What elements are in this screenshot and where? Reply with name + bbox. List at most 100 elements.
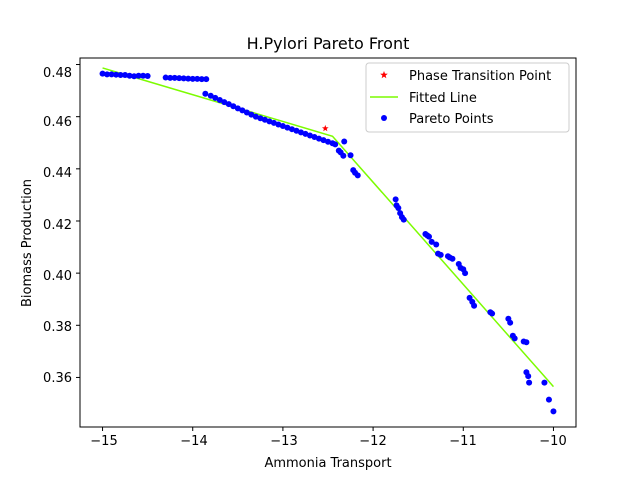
y-tick-label: 0.44 [43, 166, 72, 181]
legend-phase-star-icon [380, 71, 388, 79]
pareto-point [230, 103, 237, 110]
pareto-point [221, 99, 228, 106]
pareto-point [117, 71, 124, 78]
pareto-point [284, 124, 291, 131]
y-tick-label: 0.46 [43, 115, 72, 130]
pareto-point [395, 204, 402, 211]
y-tick-label: 0.48 [43, 66, 72, 81]
pareto-point [306, 132, 313, 139]
pareto-point [302, 130, 309, 137]
pareto-point [216, 96, 223, 103]
pareto-point [270, 119, 277, 126]
pareto-point [341, 138, 348, 145]
pareto-point [471, 302, 478, 309]
pareto-point [297, 129, 304, 136]
y-axis-label: Biomass Production [20, 179, 35, 307]
pareto-point [433, 241, 440, 248]
x-tick-label: −14 [180, 434, 207, 449]
pareto-point [325, 138, 331, 145]
pareto-point [462, 270, 469, 277]
pareto-point [449, 255, 456, 262]
pareto-point [526, 379, 533, 386]
pareto-point [428, 238, 435, 245]
x-tick-label: −11 [449, 434, 476, 449]
pareto-point [162, 74, 169, 81]
pareto-point [126, 72, 133, 79]
pareto-point [511, 335, 518, 342]
fitted-line [102, 67, 555, 388]
pareto-point [347, 152, 354, 159]
pareto-point [212, 94, 219, 101]
pareto-point [320, 137, 327, 144]
pareto-point [523, 339, 530, 346]
pareto-point [507, 319, 514, 326]
pareto-point [252, 113, 259, 120]
pareto-point [248, 111, 255, 118]
pareto-point [167, 74, 174, 81]
x-tick-label: −13 [270, 434, 297, 449]
pareto-point [203, 76, 210, 83]
pareto-point [426, 233, 432, 240]
pareto-point [392, 196, 399, 203]
legend-label-fitted: Fitted Line [409, 91, 477, 106]
y-tick-label: 0.42 [43, 218, 72, 233]
legend-label-pareto: Pareto Points [409, 112, 494, 127]
fitted-line-group [102, 67, 555, 388]
pareto-point [541, 379, 548, 386]
pareto-point [171, 74, 178, 81]
pareto-point [122, 71, 129, 78]
pareto-point [239, 107, 246, 114]
legend-box [365, 62, 570, 133]
pareto-point [315, 135, 322, 142]
pareto-point [113, 71, 120, 78]
pareto-point [275, 121, 282, 128]
pareto-point [489, 310, 496, 317]
pareto-point [135, 72, 142, 79]
pareto-point [288, 126, 295, 133]
phase-transition-point [321, 124, 329, 132]
pareto-point [525, 373, 532, 380]
pareto-point [266, 118, 273, 125]
pareto-point [99, 70, 106, 77]
legend: Phase Transition Point Fitted Line Paret… [365, 62, 570, 133]
pareto-point [194, 75, 201, 82]
pareto-point [104, 71, 111, 78]
pareto-point [234, 105, 241, 112]
pareto-point [332, 141, 339, 148]
pareto-point [144, 72, 151, 79]
pareto-point [437, 251, 444, 258]
y-tick-label: 0.36 [43, 371, 72, 386]
x-axis [102, 427, 554, 431]
y-axis [76, 64, 80, 378]
chart-title: H.Pylori Pareto Front [247, 34, 410, 53]
pareto-point [243, 109, 250, 116]
pareto-point [131, 73, 138, 80]
pareto-point [198, 76, 205, 83]
plot-frame [79, 57, 577, 428]
legend-pareto-dot-icon [381, 115, 387, 121]
pareto-point [550, 408, 557, 415]
pareto-point [545, 396, 552, 403]
pareto-point [400, 216, 407, 223]
pareto-point [202, 90, 209, 97]
pareto-point [279, 123, 286, 130]
pareto-point [176, 75, 183, 82]
x-tick-label: −12 [359, 434, 386, 449]
legend-label-phase: Phase Transition Point [409, 69, 551, 84]
pareto-point [140, 72, 147, 79]
pareto-point [180, 75, 187, 82]
pareto-point [293, 127, 300, 134]
pareto-point [311, 134, 318, 141]
pareto-point [185, 75, 192, 82]
x-tick-label: −10 [539, 434, 566, 449]
pareto-point [354, 172, 361, 179]
pareto-point [207, 92, 214, 99]
y-tick-label: 0.40 [43, 269, 72, 284]
pareto-points-group [99, 70, 557, 415]
x-axis-label: Ammonia Transport [264, 456, 391, 471]
y-tick-label: 0.38 [43, 320, 72, 335]
pareto-point [189, 75, 196, 82]
pareto-point [261, 116, 268, 123]
pareto-point [340, 152, 347, 159]
